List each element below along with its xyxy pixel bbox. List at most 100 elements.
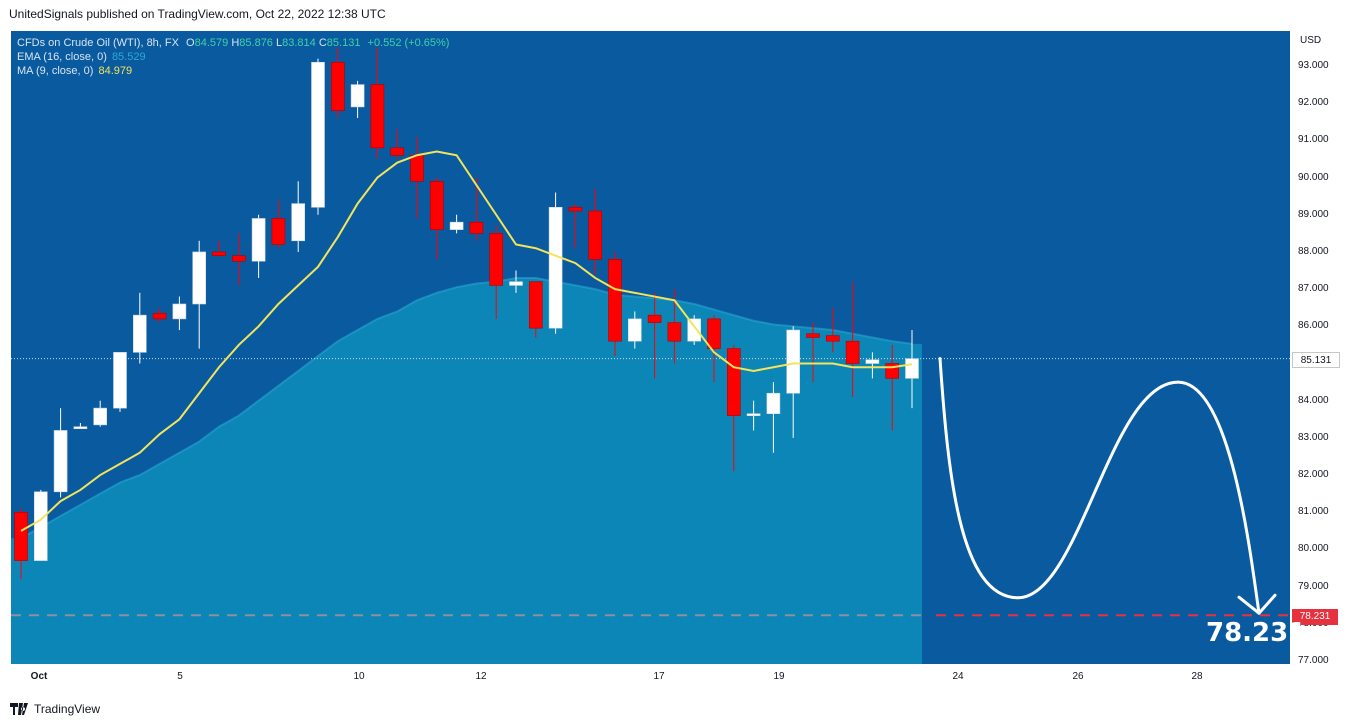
candle-body [172, 303, 187, 320]
legend-high-value: 85.876 [239, 37, 273, 49]
candle-body [548, 207, 563, 329]
candle-body [350, 84, 365, 108]
candle-body [449, 221, 464, 230]
projection-arrowhead [1237, 593, 1277, 615]
x-tick-label: 24 [952, 671, 964, 682]
candle-body [489, 233, 504, 286]
y-tick-label: 82.000 [1298, 469, 1329, 481]
tradingview-logo-icon [10, 703, 28, 715]
current-price-label: 85.131 [1292, 352, 1340, 368]
legend-open-value: 84.579 [194, 37, 229, 49]
candle-body [825, 335, 840, 342]
projection-curve [938, 357, 1261, 615]
candle-body [212, 251, 226, 256]
legend-symbol-row: CFDs on Crude Oil (WTI), 8h, FX O84.579 … [17, 36, 449, 50]
candle-body [311, 61, 325, 208]
target-price-label: 78.231 [1292, 609, 1338, 625]
y-tick-label: 77.000 [1298, 655, 1329, 666]
x-tick-label: 28 [1191, 671, 1203, 682]
legend-close-value: 85.131 [326, 37, 361, 49]
y-tick-label: 86.000 [1298, 320, 1329, 332]
legend-high-label: H [231, 37, 240, 49]
y-tick-label: 92.000 [1298, 97, 1329, 109]
legend-ma-row: MA (9, close, 0) 84.979 [17, 64, 449, 78]
legend-low-value: 83.814 [282, 37, 316, 49]
candle-body [291, 203, 306, 242]
candle-body [746, 413, 761, 417]
legend-ma-value: 84.979 [98, 65, 133, 77]
candle-body [53, 430, 68, 493]
candle-body [667, 322, 682, 342]
y-tick-label: 80.000 [1298, 543, 1329, 555]
candle-body [33, 491, 48, 561]
candle-body [232, 255, 246, 262]
tradingview-logo[interactable]: TradingView [10, 702, 100, 716]
ma-line [20, 150, 913, 532]
candle-body [113, 352, 127, 409]
x-tick-label: 10 [353, 671, 365, 682]
legend-close-label: C [318, 37, 327, 49]
y-tick-label: 91.000 [1298, 134, 1329, 146]
legend-ema-label[interactable]: EMA (16, close, 0) [17, 51, 107, 63]
candle-body [251, 218, 266, 262]
legend-symbol[interactable]: CFDs on Crude Oil (WTI), 8h, FX [17, 37, 179, 49]
candle-body [707, 318, 721, 349]
candle-body [865, 359, 880, 364]
legend-ma-label[interactable]: MA (9, close, 0) [17, 65, 94, 77]
candle-body [152, 312, 167, 320]
candle-body [845, 340, 860, 364]
time-axis[interactable] [11, 664, 1290, 690]
ema-line [20, 276, 913, 540]
y-tick-label: 93.000 [1298, 60, 1329, 71]
currency-label[interactable]: USD [1300, 35, 1322, 46]
candle-body [73, 426, 88, 430]
candle-body [133, 314, 147, 353]
candle-body [806, 333, 820, 338]
x-tick-label: 17 [653, 671, 665, 682]
candle-body [429, 180, 444, 230]
candle-body [509, 281, 523, 286]
candle-body [14, 511, 28, 561]
candle-body [370, 84, 385, 149]
x-tick-label: 12 [475, 671, 487, 682]
candle-body [687, 318, 702, 342]
price-axis[interactable] [1290, 31, 1343, 664]
candle-body [786, 329, 801, 394]
chart-legend: CFDs on Crude Oil (WTI), 8h, FX O84.579 … [17, 36, 449, 78]
legend-ema-row: EMA (16, close, 0) 85.529 [17, 50, 449, 64]
legend-ema-value: 85.529 [111, 51, 146, 63]
y-tick-label: 87.000 [1298, 283, 1329, 295]
candle-body [627, 318, 642, 342]
y-tick-label: 88.000 [1298, 245, 1329, 257]
x-tick-label: 19 [773, 671, 785, 682]
target-price-annotation: 78.231 [1206, 618, 1307, 648]
candle-body [528, 281, 543, 329]
candle-body [271, 218, 286, 245]
legend-open-label: O [186, 37, 195, 49]
candle-body [726, 348, 741, 416]
candle-body [469, 221, 484, 234]
candle-body [588, 210, 603, 260]
candle-body [766, 392, 781, 415]
candle-body [192, 251, 206, 305]
legend-change: +0.552 (+0.65%) [367, 37, 450, 49]
candle-body [905, 358, 919, 379]
candle-body [568, 207, 583, 212]
x-tick-label: 26 [1072, 671, 1084, 682]
candle-body [93, 407, 107, 426]
legend-low-label: L [276, 37, 283, 49]
tradingview-brand: TradingView [34, 702, 101, 716]
candle-body [647, 314, 662, 323]
y-tick-label: 90.000 [1298, 171, 1329, 183]
y-tick-label: 79.000 [1298, 580, 1329, 592]
publisher-caption: UnitedSignals published on TradingView.c… [9, 7, 386, 21]
y-tick-label: 84.000 [1298, 394, 1329, 406]
price-chart[interactable] [11, 31, 1290, 664]
y-tick-label: 89.000 [1298, 208, 1329, 220]
plot-area[interactable] [11, 31, 1290, 664]
y-tick-label: 81.000 [1298, 506, 1329, 518]
ema-area-fill [11, 277, 922, 664]
axis-corner [1290, 664, 1343, 690]
candle-body [390, 147, 405, 156]
candle-body [410, 154, 424, 182]
